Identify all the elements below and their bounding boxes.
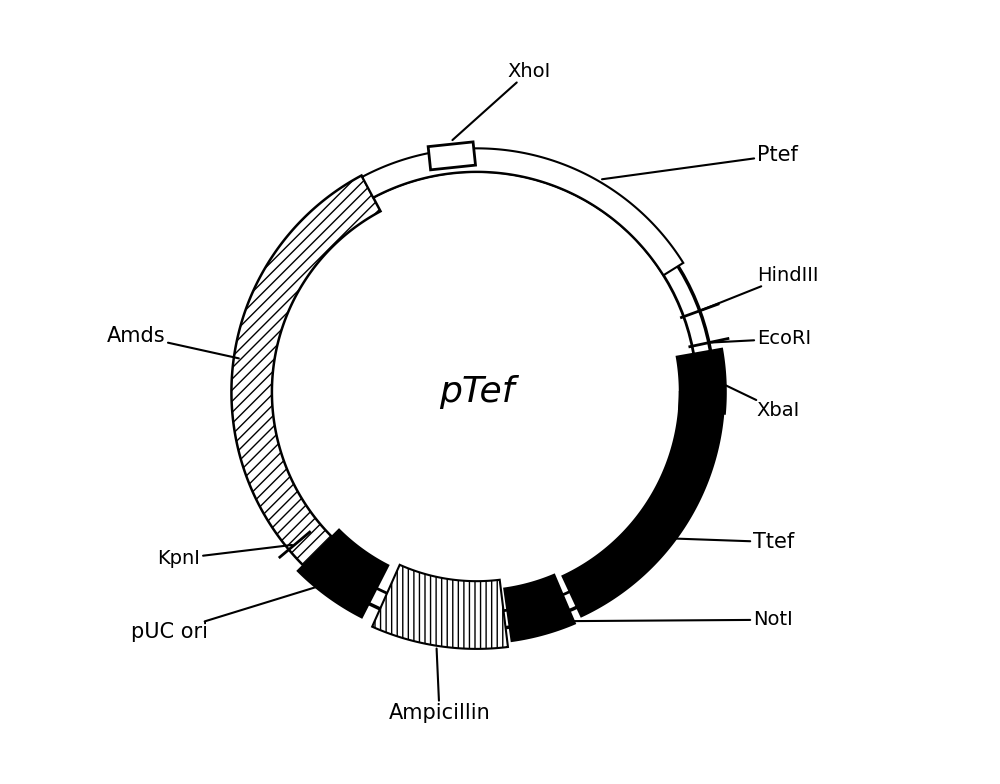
Polygon shape bbox=[677, 349, 726, 414]
Text: XbaI: XbaI bbox=[716, 381, 800, 420]
Polygon shape bbox=[231, 176, 381, 574]
Text: Ttef: Ttef bbox=[667, 532, 794, 552]
Polygon shape bbox=[298, 530, 388, 618]
Polygon shape bbox=[428, 142, 476, 170]
Text: NotI: NotI bbox=[541, 610, 793, 630]
Polygon shape bbox=[504, 575, 575, 641]
Text: Ampicillin: Ampicillin bbox=[389, 648, 490, 724]
Text: KpnI: KpnI bbox=[157, 545, 292, 568]
Polygon shape bbox=[372, 564, 508, 649]
Text: EcoRI: EcoRI bbox=[712, 329, 811, 348]
Text: XhoI: XhoI bbox=[452, 62, 551, 140]
Text: Amds: Amds bbox=[107, 325, 239, 358]
Text: HindIII: HindIII bbox=[702, 267, 818, 310]
Text: pUC ori: pUC ori bbox=[131, 583, 331, 642]
Polygon shape bbox=[563, 392, 724, 616]
Text: pTef: pTef bbox=[439, 375, 514, 409]
Polygon shape bbox=[362, 148, 683, 275]
Text: Ptef: Ptef bbox=[602, 145, 798, 180]
